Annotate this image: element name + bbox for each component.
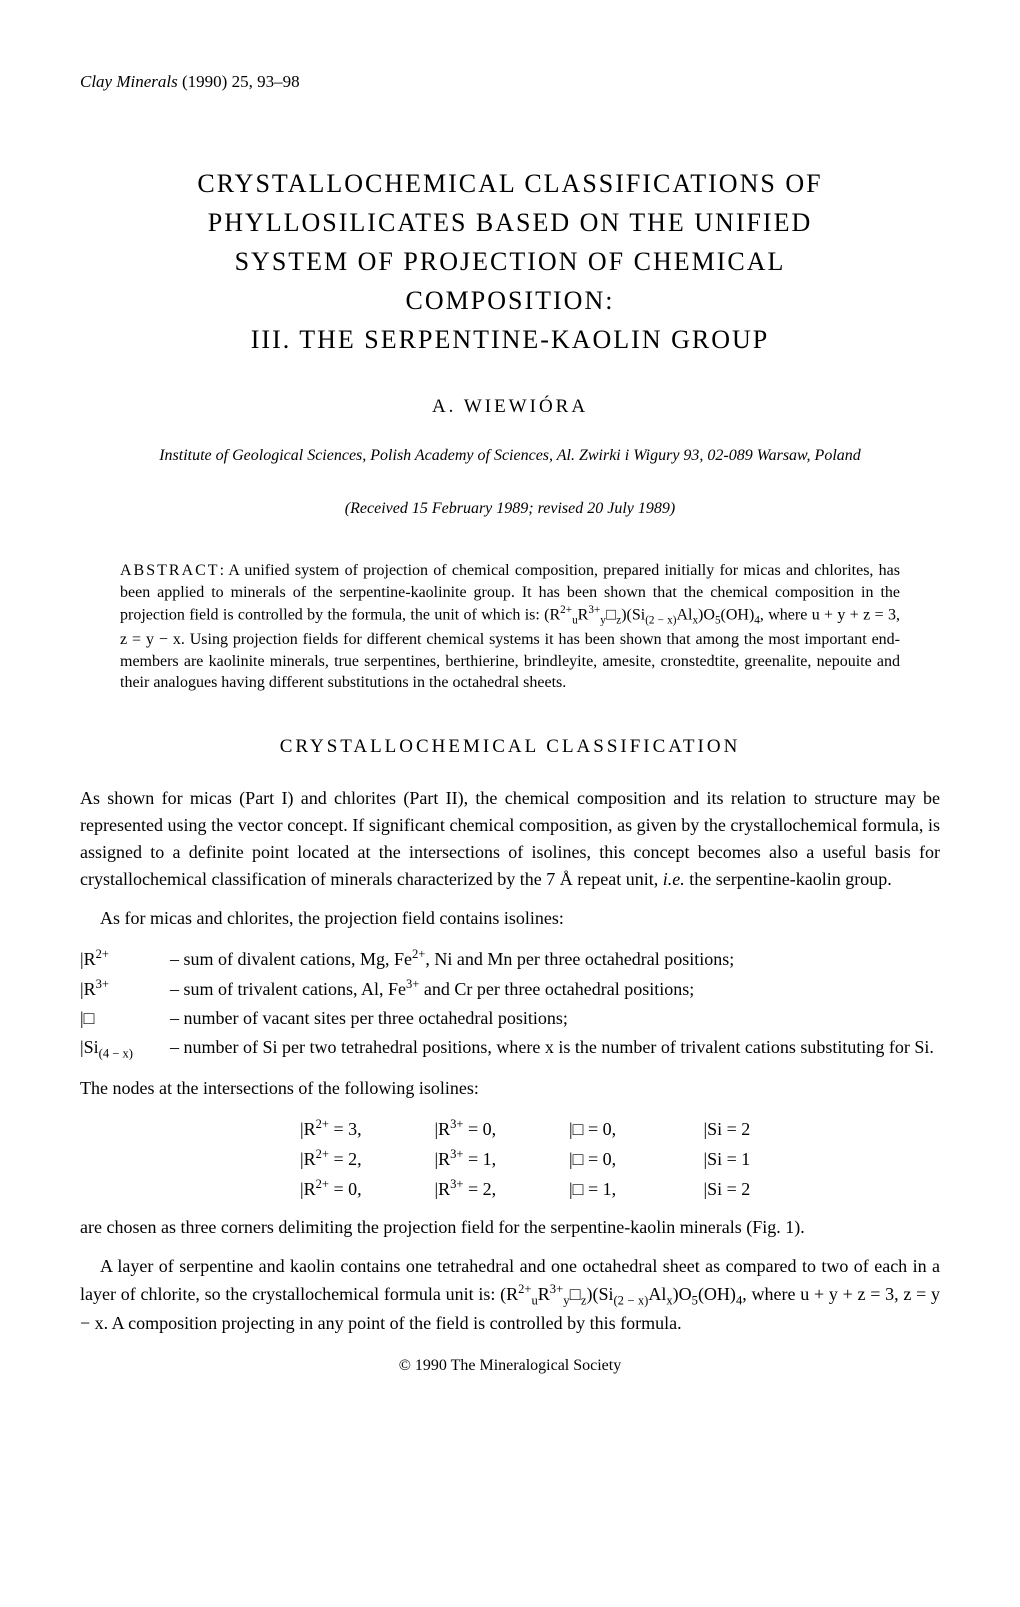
formula-sup: 3+ xyxy=(550,1282,563,1296)
section-heading: CRYSTALLOCHEMICAL CLASSIFICATION xyxy=(80,734,940,761)
abstract-text: )(Si xyxy=(621,607,645,624)
nodes-cell: |R3+ = 1, xyxy=(435,1144,565,1174)
nodes-cell: |□ = 0, xyxy=(569,1145,699,1174)
nodes-cell: |□ = 1, xyxy=(569,1175,699,1204)
isoline-row: |R2+ – sum of divalent cations, Mg, Fe2+… xyxy=(80,944,940,974)
nodes-cell: |R2+ = 0, xyxy=(300,1174,430,1204)
title-line: PHYLLOSILICATES BASED ON THE UNIFIED xyxy=(208,208,813,237)
isoline-symbol: |R2+ xyxy=(80,944,170,974)
title-line: CRYSTALLOCHEMICAL CLASSIFICATIONS OF xyxy=(197,169,822,198)
isoline-symbol: |□ xyxy=(80,1004,170,1033)
abstract-text: Al xyxy=(676,607,692,624)
paragraph-text: (OH) xyxy=(698,1284,736,1304)
isoline-row: |Si(4 − x) – number of Si per two tetrah… xyxy=(80,1033,940,1064)
author-affiliation: Institute of Geological Sciences, Polish… xyxy=(80,445,940,467)
nodes-cell: |R3+ = 2, xyxy=(435,1174,565,1204)
nodes-row: |R2+ = 2, |R3+ = 1, |□ = 0, |Si = 1 xyxy=(300,1144,940,1174)
abstract-text: )O xyxy=(698,607,715,624)
formula-sub: (2 − x) xyxy=(645,615,676,627)
abstract-label: ABSTRACT xyxy=(120,562,220,579)
nodes-row: |R2+ = 3, |R3+ = 0, |□ = 0, |Si = 2 xyxy=(300,1114,940,1144)
paragraph-text: the serpentine-kaolin group. xyxy=(685,869,892,889)
nodes-cell: |R2+ = 3, xyxy=(300,1114,430,1144)
isoline-description: – sum of divalent cations, Mg, Fe2+, Ni … xyxy=(170,944,940,974)
formula-sup: 2+ xyxy=(518,1282,531,1296)
paragraph-text: R xyxy=(538,1284,550,1304)
journal-reference: Clay Minerals (1990) 25, 93–98 xyxy=(80,70,940,94)
formula-sub: (2 − x) xyxy=(613,1293,648,1307)
paragraph-text: )O xyxy=(673,1284,692,1304)
abstract-text: R xyxy=(578,607,589,624)
title-line: III. THE SERPENTINE-KAOLIN GROUP xyxy=(251,325,769,354)
paragraph-text: □ xyxy=(570,1284,581,1304)
body-paragraph: As for micas and chlorites, the projecti… xyxy=(80,905,940,932)
title-line: COMPOSITION: xyxy=(406,286,615,315)
isoline-row: |□ – number of vacant sites per three oc… xyxy=(80,1004,940,1033)
isoline-symbol: |R3+ xyxy=(80,974,170,1004)
paragraph-text: Al xyxy=(648,1284,666,1304)
nodes-row: |R2+ = 0, |R3+ = 2, |□ = 1, |Si = 2 xyxy=(300,1174,940,1204)
isoline-definitions: |R2+ – sum of divalent cations, Mg, Fe2+… xyxy=(80,944,940,1063)
nodes-cell: |R3+ = 0, xyxy=(435,1114,565,1144)
body-paragraph: The nodes at the intersections of the fo… xyxy=(80,1075,940,1102)
abstract-text: □ xyxy=(606,607,616,624)
nodes-cell: |Si = 2 xyxy=(704,1115,834,1144)
isoline-description: – number of vacant sites per three octah… xyxy=(170,1004,940,1033)
received-revised-dates: (Received 15 February 1989; revised 20 J… xyxy=(80,498,940,520)
nodes-cell: |□ = 0, xyxy=(569,1115,699,1144)
copyright-notice: © 1990 The Mineralogical Society xyxy=(80,1355,940,1377)
abstract-block: ABSTRACT: A unified system of projection… xyxy=(120,560,900,694)
isoline-row: |R3+ – sum of trivalent cations, Al, Fe3… xyxy=(80,974,940,1004)
paragraph-text: )(Si xyxy=(586,1284,613,1304)
formula-sup: 2+ xyxy=(560,604,572,616)
paper-title: CRYSTALLOCHEMICAL CLASSIFICATIONS OF PHY… xyxy=(80,164,940,359)
body-paragraph: A layer of serpentine and kaolin contain… xyxy=(80,1253,940,1337)
isoline-description: – sum of trivalent cations, Al, Fe3+ and… xyxy=(170,974,940,1004)
isoline-symbol: |Si(4 − x) xyxy=(80,1033,170,1064)
body-paragraph: As shown for micas (Part I) and chlorite… xyxy=(80,785,940,893)
journal-issue: (1990) 25, 93–98 xyxy=(178,72,300,91)
journal-name: Clay Minerals xyxy=(80,72,178,91)
abstract-text: (OH) xyxy=(721,607,755,624)
title-line: SYSTEM OF PROJECTION OF CHEMICAL xyxy=(235,247,786,276)
formula-sup: 3+ xyxy=(588,604,600,616)
nodes-cell: |Si = 2 xyxy=(704,1175,834,1204)
isoline-description: – number of Si per two tetrahedral posit… xyxy=(170,1033,940,1064)
nodes-equations: |R2+ = 3, |R3+ = 0, |□ = 0, |Si = 2 |R2+… xyxy=(300,1114,940,1203)
nodes-cell: |Si = 1 xyxy=(704,1145,834,1174)
nodes-cell: |R2+ = 2, xyxy=(300,1144,430,1174)
italic-abbrev: i.e. xyxy=(663,869,685,889)
author-name: A. WIEWIÓRA xyxy=(80,394,940,421)
body-paragraph: are chosen as three corners delimiting t… xyxy=(80,1214,940,1241)
